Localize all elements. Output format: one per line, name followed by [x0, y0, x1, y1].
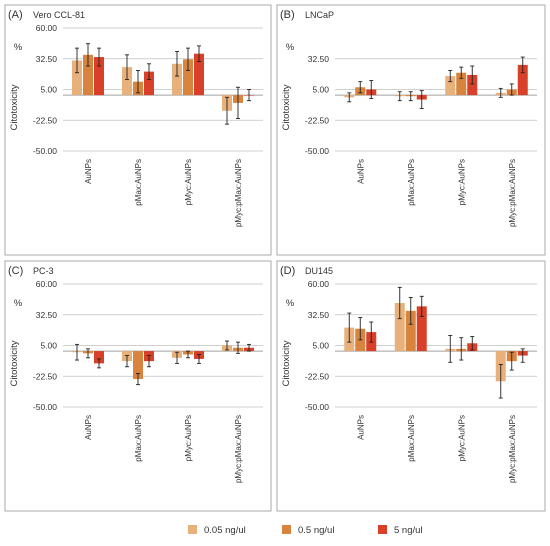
y-tick-label: 60.00: [36, 23, 58, 33]
legend-label-1: 0.05 ng/ul: [204, 525, 246, 536]
panel-title: PC-3: [33, 266, 54, 276]
y-tick-label: -22.50: [33, 115, 57, 125]
bar-3: [94, 351, 104, 364]
x-tick-label: pMax:AuNPs: [407, 415, 416, 462]
panel-border: [4, 4, 272, 256]
y-tick-label: -50.00: [33, 146, 57, 156]
x-tick-label: pMyc:AuNPs: [184, 159, 193, 205]
x-tick-label: pMyc:AuNPs: [457, 415, 466, 461]
y-axis-label: Citotoxicity: [9, 340, 20, 386]
y-tick-label: 5.00: [312, 341, 329, 351]
bar-1: [122, 67, 132, 96]
panel-title: Vero CCL-81: [33, 10, 85, 20]
chart-panel-a: (A) Vero CCL-81 60.00 32.50 5.00 -22.50 -50.00…: [4, 4, 272, 256]
bar-2: [83, 54, 93, 96]
y-tick-label: -22.50: [305, 371, 329, 381]
y-tick-label: 32.50: [308, 54, 330, 64]
x-tick-label: pMyc:AuNPs: [184, 415, 193, 461]
y-axis-unit: %: [14, 42, 23, 53]
bar-3: [517, 64, 528, 96]
legend-swatch-3: [378, 525, 387, 534]
y-tick-label: -50.00: [305, 146, 329, 156]
x-tick-label: AuNPs: [356, 159, 365, 184]
panel-border: [4, 260, 272, 512]
y-tick-label: 32.50: [36, 310, 58, 320]
x-tick-label: AuNPs: [84, 159, 93, 184]
chart-panel-c: (C) PC-3 60.00 32.50 5.00 -22.50 -50.00 Citotox…: [4, 260, 272, 512]
legend-swatch-2: [282, 525, 291, 534]
y-axis-label: Citotoxicity: [9, 84, 20, 130]
y-axis-label: Citotoxicity: [281, 340, 292, 386]
bar-3: [416, 306, 427, 352]
legend: 0.05 ng/ul 0.5 ng/ul 5 ng/ul: [188, 525, 423, 536]
y-tick-label: -50.00: [33, 402, 57, 412]
x-tick-label: pMax:AuNPs: [134, 415, 143, 462]
y-tick-label: -22.50: [33, 371, 57, 381]
panel-label: (B): [280, 9, 295, 21]
y-tick-label: -22.50: [305, 115, 329, 125]
bar-1: [72, 60, 82, 96]
legend-label-3: 5 ng/ul: [394, 525, 423, 536]
y-axis-unit: %: [14, 298, 23, 309]
x-tick-label: pMyc:pMax:AuNPs: [234, 159, 243, 227]
chart-panel-d: (D) DU145 60.00 32.50 5.00 -22.50 -50.00 Citoto…: [276, 260, 546, 512]
bar-1: [394, 303, 405, 352]
x-tick-label: pMyc:pMax:AuNPs: [508, 159, 517, 227]
x-tick-label: pMax:AuNPs: [134, 159, 143, 206]
x-tick-label: pMyc:pMax:AuNPs: [508, 415, 517, 483]
bar-1: [172, 63, 182, 96]
chart-panel-b: (B) LNCaP 32.50 5.00 -22.50 -50.00 Citotoxicit…: [276, 4, 546, 256]
bar-2: [183, 59, 193, 96]
bar-3: [467, 74, 478, 96]
legend-swatch-1: [188, 525, 197, 534]
bar-2: [405, 310, 416, 352]
x-tick-label: AuNPs: [356, 415, 365, 440]
y-tick-label: 60.00: [308, 279, 330, 289]
y-tick-label: 5.00: [40, 85, 57, 95]
x-tick-label: pMyc:pMax:AuNPs: [234, 415, 243, 483]
x-tick-label: AuNPs: [84, 415, 93, 440]
bar-2: [456, 72, 467, 96]
bar-1: [445, 76, 456, 96]
bar-2: [133, 351, 143, 380]
y-tick-label: 32.50: [36, 54, 58, 64]
y-tick-label: 5.00: [40, 341, 57, 351]
y-tick-label: 60.00: [36, 279, 58, 289]
panel-border: [276, 4, 546, 256]
y-axis-unit: %: [286, 298, 295, 309]
y-axis-unit: %: [286, 42, 295, 53]
panel-label: (D): [280, 265, 295, 277]
x-tick-label: pMyc:AuNPs: [457, 159, 466, 205]
panel-label: (C): [8, 265, 23, 277]
bar-3: [144, 71, 154, 96]
panel-title: LNCaP: [305, 10, 334, 20]
panel-label: (A): [8, 9, 23, 21]
legend-label-2: 0.5 ng/ul: [298, 525, 334, 536]
panel-title: DU145: [305, 266, 333, 276]
y-tick-label: -50.00: [305, 402, 329, 412]
x-tick-label: pMax:AuNPs: [407, 159, 416, 206]
bar-3: [94, 57, 104, 96]
y-tick-label: 32.50: [308, 310, 330, 320]
y-tick-label: 5.00: [312, 85, 329, 95]
y-axis-label: Citotoxicity: [281, 84, 292, 130]
bar-3: [194, 53, 204, 96]
